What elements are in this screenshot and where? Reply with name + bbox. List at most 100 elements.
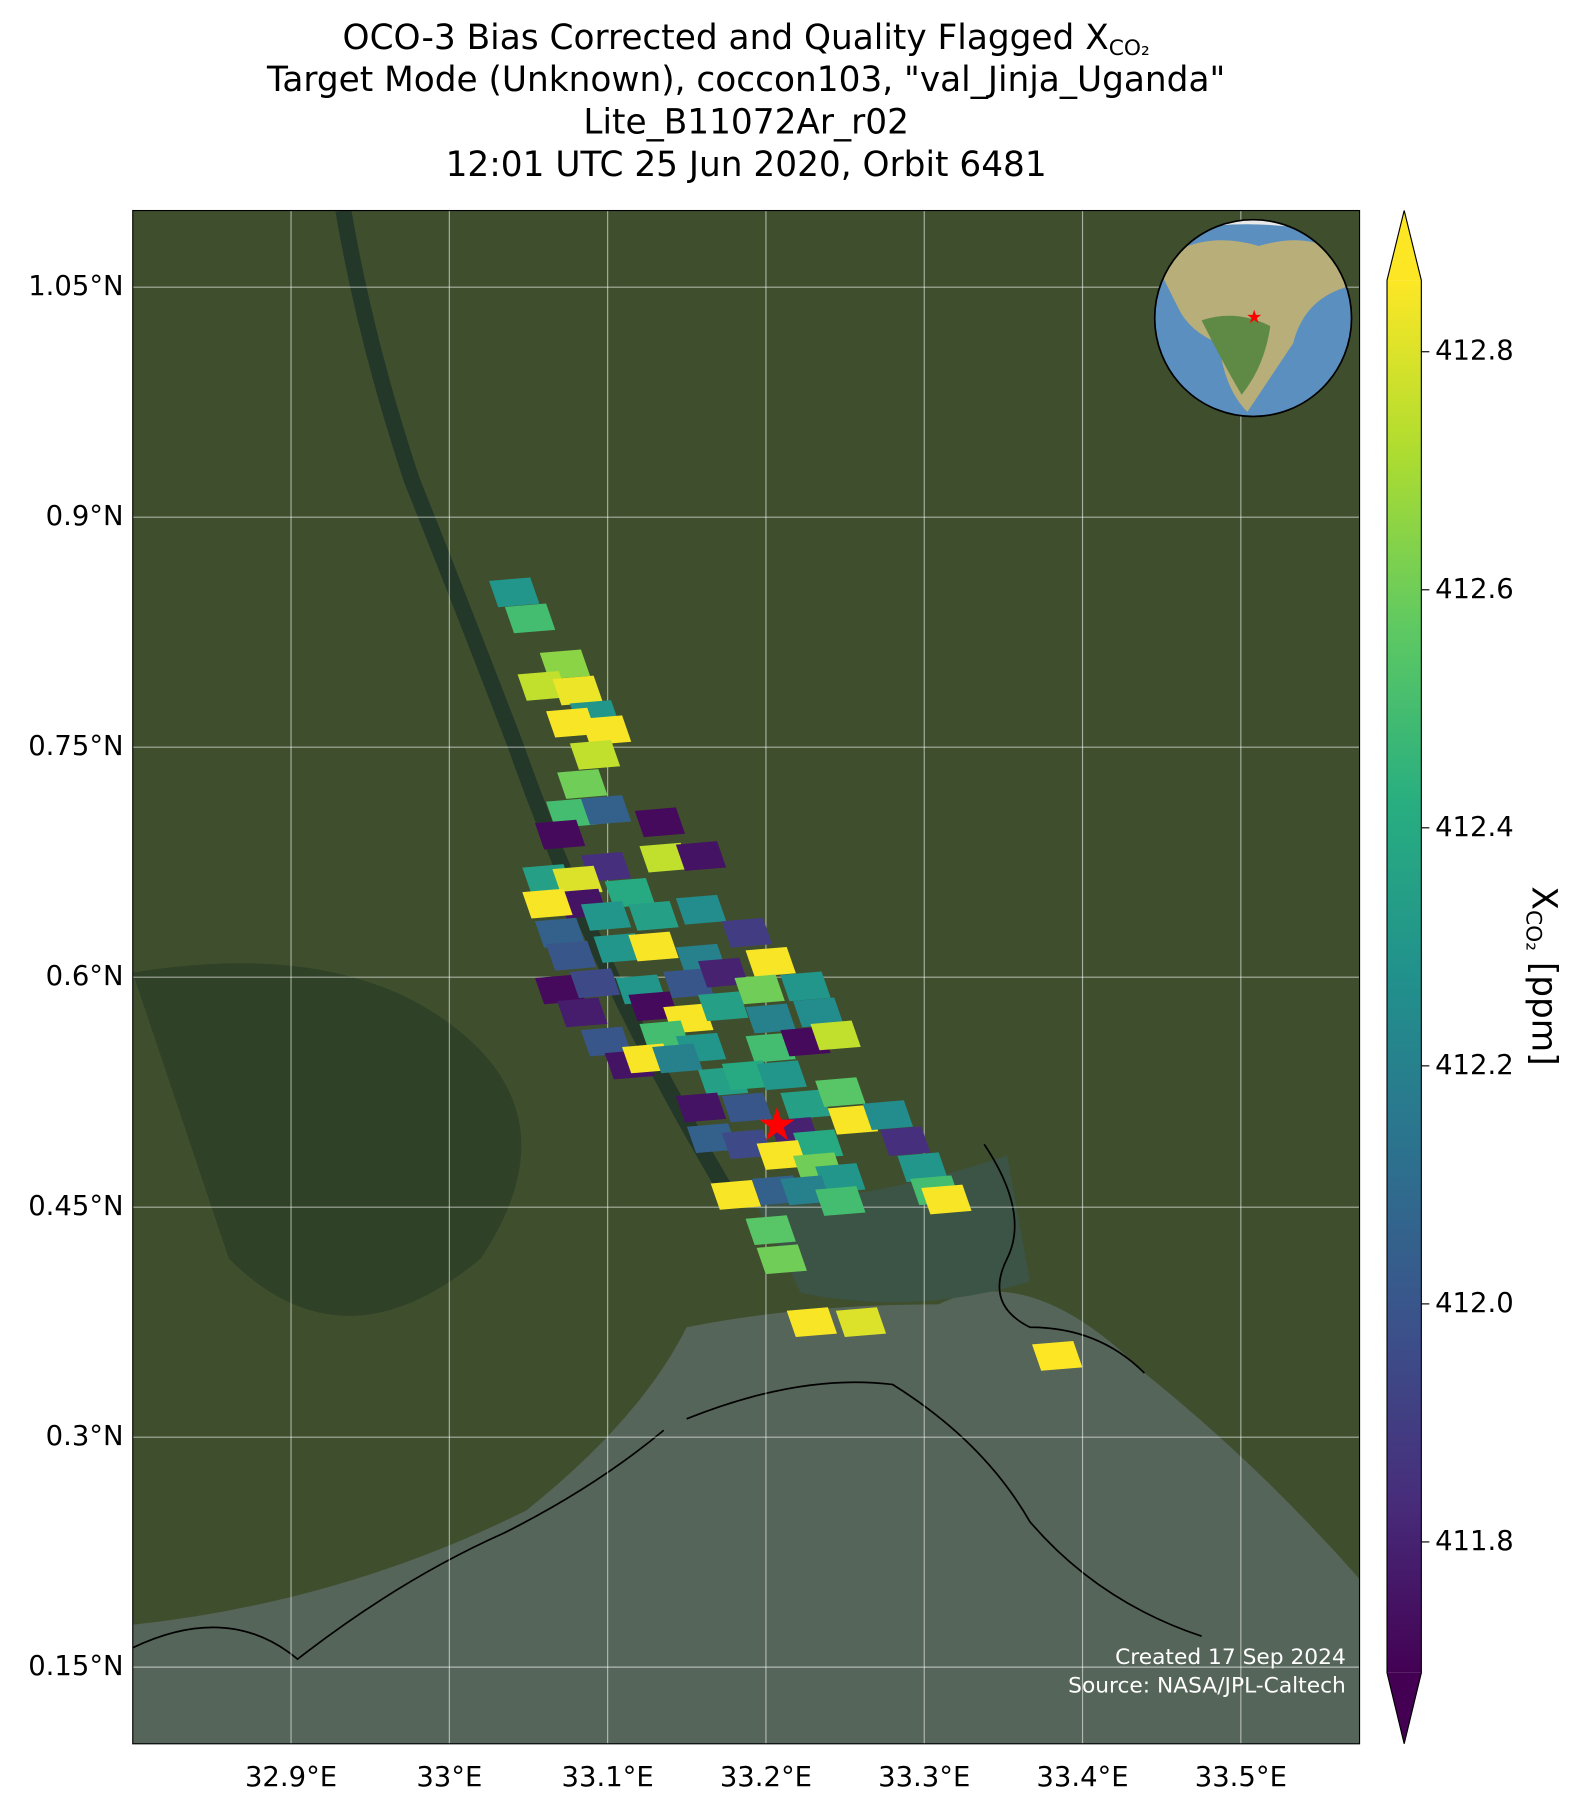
y-tick-label: 1.05°N — [28, 271, 123, 302]
footprint — [504, 603, 556, 634]
ice — [1190, 219, 1345, 235]
footprint — [569, 739, 621, 770]
colorbar-body — [1387, 280, 1422, 1673]
colorbar-tick-label: 412.2 — [1435, 1050, 1514, 1081]
y-tick-label: 0.15°N — [28, 1651, 123, 1682]
title-subscript: CO₂ — [1109, 36, 1150, 61]
land — [1201, 315, 1271, 395]
footprint — [652, 1043, 703, 1074]
x-tick-label: 33.4°E — [1036, 1762, 1128, 1793]
footprint — [745, 1003, 796, 1034]
colorbar: 411.8 412.0 412.2 412.4 412.6 412.8 XCO₂ [ppm] — [1386, 210, 1564, 1744]
credit: Created 17 Sep 2024 — [1115, 1645, 1346, 1670]
coastline — [983, 1143, 1146, 1374]
footprint — [815, 1077, 866, 1108]
title-text: Target Mode (Unknown), coccon103, "val_J… — [266, 60, 1225, 100]
footprint — [698, 991, 749, 1022]
label-unit: [ppm] — [1524, 951, 1564, 1066]
footprint — [827, 1104, 879, 1135]
footprint — [580, 795, 632, 825]
colorbar-tick-label: 412.8 — [1435, 336, 1514, 367]
colorbar-tick-label: 412.0 — [1435, 1288, 1514, 1319]
footprint — [675, 1092, 727, 1123]
x-tick-label: 33.5°E — [1195, 1762, 1287, 1793]
footprint — [710, 1180, 762, 1210]
title: OCO-3 Bias Corrected and Quality Flagged… — [266, 17, 1225, 184]
colorbar-extend-min — [1387, 1672, 1422, 1744]
footprint — [835, 1307, 887, 1338]
title-line: OCO-3 Bias Corrected and Quality Flagged… — [343, 17, 1150, 61]
lake — [132, 1291, 1360, 1744]
footprint — [686, 1123, 738, 1154]
y-tick-label: 0.75°N — [28, 731, 123, 762]
coastline — [132, 1429, 665, 1661]
footprint — [756, 1140, 807, 1170]
footprint — [780, 971, 831, 1002]
footprint — [546, 707, 597, 738]
y-tick-label: 0.9°N — [46, 501, 124, 532]
label-sub: CO₂ — [1520, 910, 1545, 951]
colorbar-extend-max — [1387, 210, 1422, 281]
colorbar-tick-label: 411.8 — [1435, 1526, 1514, 1557]
credit: Source: NASA/JPL-Caltech — [1068, 1674, 1346, 1699]
footprint — [815, 1186, 866, 1216]
footprint — [756, 1060, 807, 1091]
footprint — [557, 997, 608, 1028]
footprint — [792, 1129, 844, 1160]
footprint — [921, 1184, 972, 1215]
footprint — [675, 894, 727, 925]
footprint — [756, 1244, 807, 1275]
footprint — [489, 577, 540, 608]
footprint — [780, 1089, 831, 1120]
label-main: X — [1524, 886, 1564, 910]
colorbar-tick-label: 412.6 — [1435, 574, 1514, 605]
footprint — [721, 1092, 773, 1123]
footprint — [552, 675, 603, 706]
forest — [132, 963, 522, 1316]
footprint — [663, 968, 714, 999]
y-tick-label: 0.6°N — [46, 961, 124, 992]
footprint — [580, 1026, 632, 1057]
colorbar-tick-label: 412.4 — [1435, 812, 1514, 843]
footprint — [815, 1163, 866, 1193]
coastline — [686, 1381, 1202, 1638]
footprint — [604, 877, 655, 908]
title-line: Target Mode (Unknown), coccon103, "val_J… — [266, 60, 1225, 100]
footprint — [628, 931, 679, 962]
globe-inset: ★ — [1153, 218, 1353, 418]
title-text: OCO-3 Bias Corrected and Quality Flagged… — [343, 17, 1109, 57]
footprint — [745, 946, 796, 977]
title-text: Lite_B11072Ar_r02 — [583, 102, 909, 142]
x-tick-label: 33.3°E — [878, 1762, 970, 1793]
y-tick-label: 0.3°N — [46, 1421, 124, 1452]
footprint — [517, 670, 568, 701]
footprint — [639, 1020, 690, 1051]
footprint — [721, 917, 773, 948]
footprint — [786, 1307, 838, 1338]
globe-star: ★ — [1246, 307, 1262, 328]
footprint — [557, 769, 608, 799]
footprint — [862, 1100, 914, 1131]
footprint — [792, 997, 844, 1028]
title-line: Lite_B11072Ar_r02 — [583, 102, 909, 142]
footprint — [734, 974, 785, 1005]
footprint — [546, 940, 597, 971]
footprint — [810, 1020, 861, 1051]
title-text: 12:01 UTC 25 Jun 2020, Orbit 6481 — [446, 144, 1047, 184]
y-tick-label: 0.45°N — [28, 1191, 123, 1222]
footprint — [675, 841, 727, 871]
footprint — [745, 1215, 796, 1246]
footprint — [880, 1126, 931, 1157]
footprint — [745, 1032, 796, 1063]
footprint — [1032, 1341, 1083, 1371]
footprint — [534, 974, 586, 1005]
footprint — [534, 917, 586, 948]
x-tick-label: 33.1°E — [562, 1762, 654, 1793]
footprint — [569, 968, 621, 999]
footprint — [580, 715, 632, 746]
title-line: 12:01 UTC 25 Jun 2020, Orbit 6481 — [446, 144, 1047, 184]
footprint — [534, 819, 586, 850]
x-tick-label: 33°E — [416, 1762, 482, 1793]
colorbar-label: XCO₂ [ppm] — [1520, 886, 1564, 1065]
footprint — [897, 1152, 948, 1183]
